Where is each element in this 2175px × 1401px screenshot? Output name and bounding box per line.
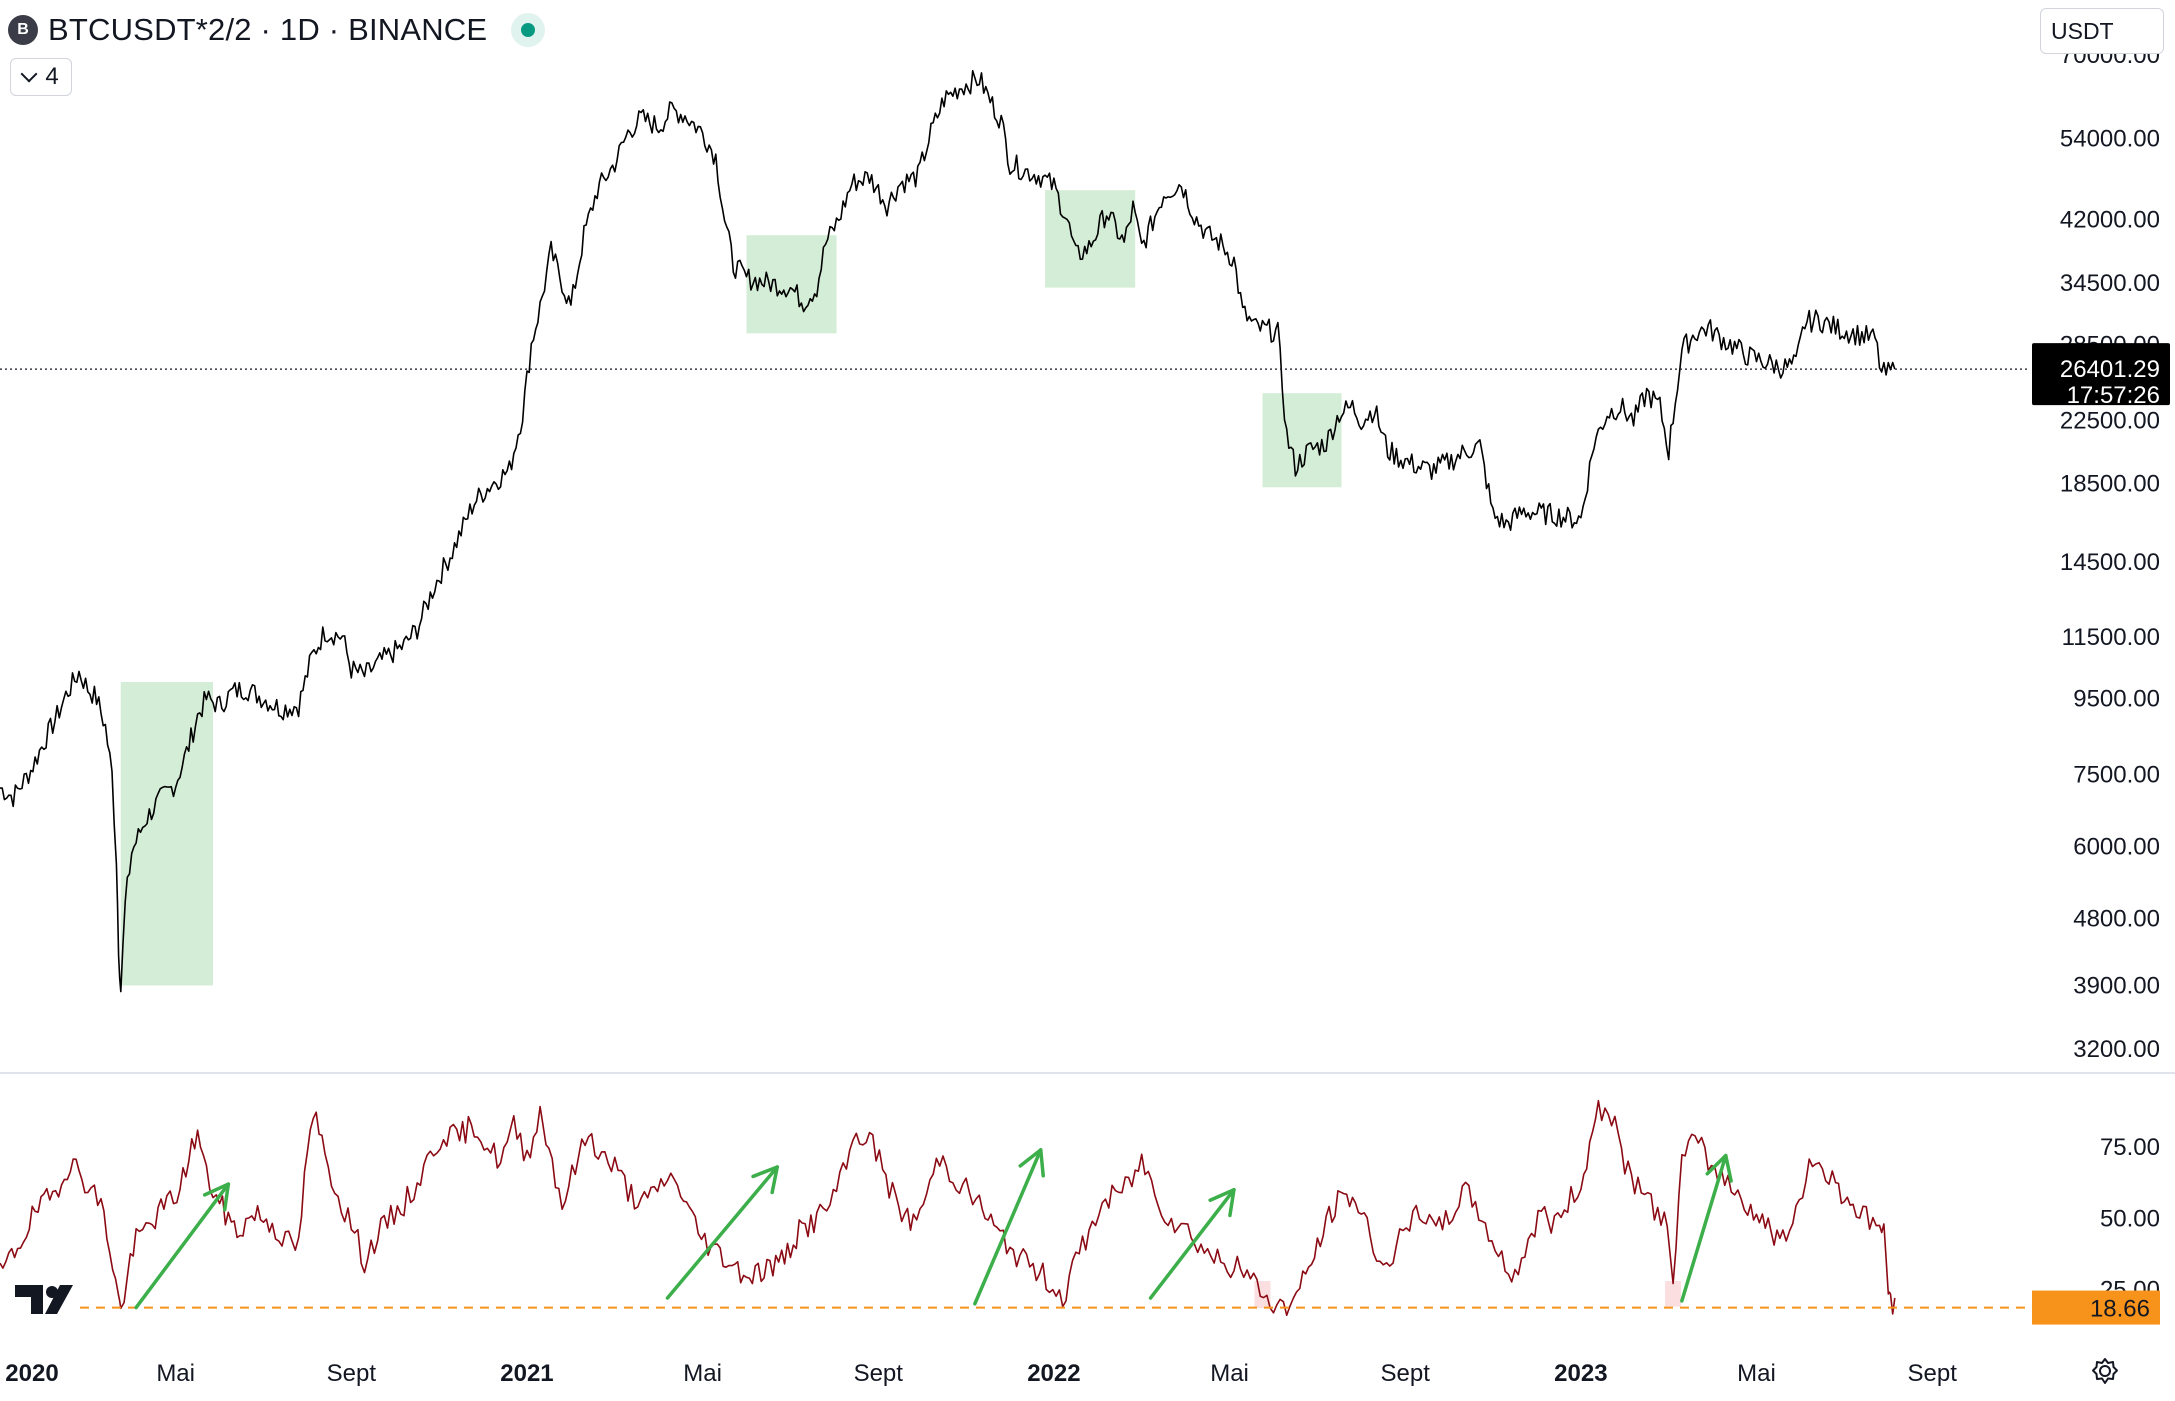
time-tick-label: 2021: [500, 1360, 553, 1387]
time-axis[interactable]: 2020 Mai Sept 2021 Mai Sept 2022 Mai Sept 2023 Mai…: [5, 1360, 1957, 1387]
price-tick-label: 22500.00: [2060, 408, 2160, 435]
chevron-down-icon: [20, 65, 38, 83]
tradingview-logo: [15, 1285, 73, 1314]
rsi-tick-label: 75.00: [2100, 1134, 2160, 1161]
market-open-icon: [511, 13, 546, 47]
oversold-marker: [1254, 1280, 1271, 1309]
indicator-count: 4: [45, 63, 59, 90]
time-tick-label: Mai: [1737, 1360, 1776, 1387]
last-price-box: [2032, 343, 2170, 406]
price-tick-label: 3200.00: [2073, 1036, 2160, 1063]
highlight-zones: [120, 190, 1342, 986]
chart-header: B BTCUSDT*2/2 · 1D · BINANCE: [8, 10, 546, 50]
oversold-marker: [1665, 1280, 1682, 1307]
time-tick-label: Mai: [683, 1360, 722, 1387]
time-tick-label: Mai: [1210, 1360, 1249, 1387]
reference-value-text: 18.66: [2090, 1296, 2150, 1323]
price-tick-label: 42000.00: [2060, 207, 2160, 234]
highlight-zone: [1045, 190, 1136, 288]
price-tick-label: 7500.00: [2073, 762, 2160, 789]
time-tick-label: 2023: [1554, 1360, 1607, 1387]
time-tick-label: Sept: [1381, 1360, 1431, 1387]
settings-gear-icon[interactable]: [2090, 1356, 2120, 1386]
price-tick-label: 14500.00: [2060, 549, 2160, 576]
price-tick-label: 9500.00: [2073, 686, 2160, 713]
price-axis[interactable]: 70000.0054000.0042000.0034500.0028500.00…: [2032, 42, 2170, 1063]
trend-arrow: [134, 1182, 231, 1310]
countdown-timer: 17:57:26: [2067, 382, 2160, 409]
price-line: [0, 70, 1896, 993]
arrow-head: [1208, 1188, 1236, 1218]
price-tick-label: 4800.00: [2073, 906, 2160, 933]
highlight-zone: [120, 681, 213, 986]
symbol-title[interactable]: BTCUSDT*2/2 · 1D · BINANCE: [48, 12, 488, 47]
price-tick-label: 6000.00: [2073, 834, 2160, 861]
trend-arrow: [1680, 1153, 1728, 1303]
trend-arrow: [973, 1148, 1043, 1306]
reference-value-box: [2032, 1290, 2160, 1325]
time-tick-label: 2022: [1027, 1360, 1080, 1387]
rsi-series: [0, 1099, 2030, 1316]
arrow-head: [751, 1165, 780, 1195]
arrow-head: [202, 1182, 231, 1212]
time-tick-label: Sept: [854, 1360, 904, 1387]
rsi-line: [0, 1099, 1896, 1316]
currency-selector[interactable]: USDT: [2040, 8, 2164, 54]
trend-arrow: [1148, 1188, 1236, 1300]
highlight-zone: [1262, 393, 1342, 488]
arrow-head: [1705, 1153, 1733, 1183]
price-series: [0, 70, 2030, 993]
arrow-head: [1018, 1148, 1045, 1178]
time-tick-label: Sept: [1907, 1360, 1957, 1387]
price-tick-label: 18500.00: [2060, 471, 2160, 498]
price-tick-label: 11500.00: [2062, 624, 2160, 651]
rsi-tick-label: 50.00: [2100, 1205, 2160, 1232]
time-tick-label: Sept: [327, 1360, 377, 1387]
price-tick-label: 34500.00: [2060, 270, 2160, 297]
time-tick-label: 2020: [5, 1360, 58, 1387]
reference-value-label: 18.66: [2032, 1290, 2160, 1325]
price-tick-label: 54000.00: [2060, 126, 2160, 153]
time-tick-label: Mai: [156, 1360, 195, 1387]
price-tick-label: 3900.00: [2073, 972, 2160, 999]
bitcoin-symbol-icon: B: [8, 15, 38, 45]
last-price-value: 26401.29: [2060, 356, 2160, 383]
trend-arrow: [665, 1165, 780, 1300]
indicators-toggle-button[interactable]: 4: [10, 58, 72, 96]
